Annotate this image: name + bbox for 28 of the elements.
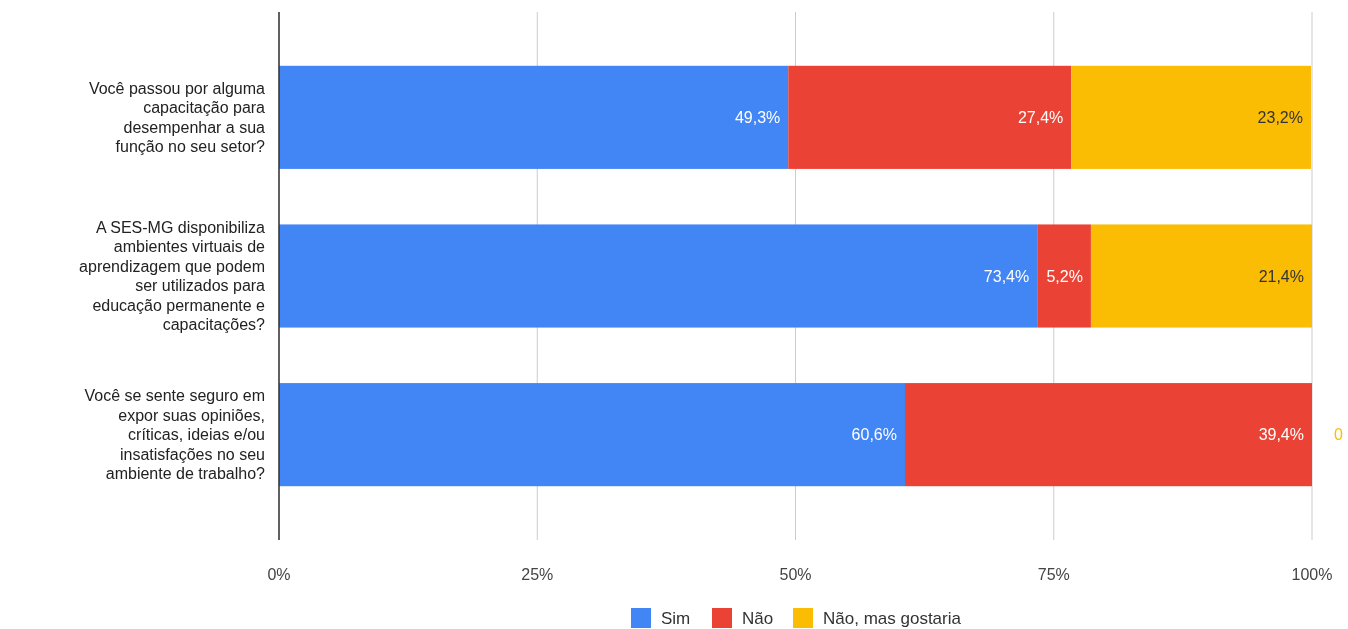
bar: [788, 65, 1072, 169]
bar: [279, 383, 905, 487]
bar: [279, 65, 789, 169]
data-label: 39,4%: [1258, 426, 1304, 444]
data-label: 60,6%: [851, 426, 897, 444]
data-label: 21,4%: [1258, 267, 1304, 285]
bar: [1090, 224, 1312, 328]
bar: [1071, 65, 1311, 169]
legend-label: Não, mas gostaria: [823, 608, 962, 628]
bar: [279, 224, 1038, 328]
x-tick-label: 0%: [267, 566, 291, 583]
legend-label: Não: [742, 608, 774, 628]
x-tick-label: 75%: [1037, 566, 1070, 583]
x-tick-label: 50%: [779, 566, 812, 583]
y-tick-label: Você se sente seguro em expor suas opiniões, críticas, ideias e/ou insatisfações no seu ambiente de trabalho?: [84, 387, 266, 483]
data-label: 23,2%: [1257, 108, 1303, 126]
y-tick-label: A SES-MG disponibiliza ambientes virtuais de aprendizagem que podem ser utilizados para educação permanente e capacitações?: [79, 218, 266, 334]
bar: [905, 383, 1312, 487]
bar: [1037, 224, 1091, 328]
data-label: 27,4%: [1017, 108, 1064, 126]
data-label: 73,4%: [983, 267, 1030, 285]
data-label: 5,2%: [1046, 267, 1083, 285]
y-tick-label: Você passou por alguma capacitação para desempenhar a sua função no seu setor?: [88, 79, 266, 156]
data-label: 49,3%: [734, 108, 781, 126]
x-tick-label: 25%: [521, 566, 554, 583]
x-tick-label: 100%: [1291, 566, 1333, 583]
data-label: 0: [1334, 426, 1343, 444]
legend-label: Sim: [661, 608, 691, 628]
